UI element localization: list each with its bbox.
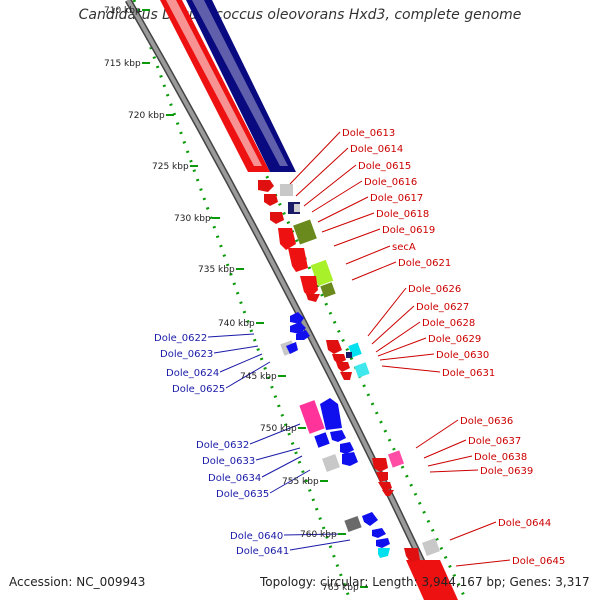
gene-label-forward: Dole_0636 (460, 416, 513, 427)
scale-labels: 710 kbp 715 kbp 720 kbp 725 kbp 730 kbp 735 k… (104, 6, 368, 593)
gene-label-forward: Dole_0628 (422, 318, 475, 329)
gene-label-forward: Dole_0619 (382, 225, 435, 236)
scale-label: 710 kbp (104, 6, 141, 16)
gene-label-forward: Dole_0644 (498, 518, 551, 529)
scale-label: 750 kbp (260, 424, 297, 434)
scale-label: 735 kbp (198, 265, 235, 275)
gene-label-forward: Dole_0645 (512, 556, 565, 567)
accession-label: Accession: NC_009943 (9, 575, 146, 589)
gene-label-reverse: Dole_0633 (202, 456, 255, 467)
topology-label: Topology: circular; Length: 3,944,167 bp… (260, 575, 590, 589)
reverse-strand-bar (186, 0, 296, 172)
gene-label-reverse: Dole_0624 (166, 368, 219, 379)
gene-label-forward: Dole_0630 (436, 350, 489, 361)
strand-bars (160, 0, 458, 600)
gene-label-forward: Dole_0626 (408, 284, 461, 295)
gene-label-forward: Dole_0616 (364, 177, 417, 188)
tick-lines (132, 0, 468, 600)
scale-label: 755 kbp (282, 477, 319, 487)
gene-label-forward: Dole_0637 (468, 436, 521, 447)
gene-label-reverse: Dole_0641 (236, 546, 289, 557)
gene-label-forward: Dole_0621 (398, 258, 451, 269)
gene-features (258, 180, 440, 562)
scale-label: 725 kbp (152, 162, 189, 172)
gene-label-reverse: Dole_0634 (208, 473, 261, 484)
gene-label-reverse: Dole_0622 (154, 333, 207, 344)
gene-label-reverse: Dole_0632 (196, 440, 249, 451)
scale-label: 715 kbp (104, 59, 141, 69)
gene-label-forward: Dole_0638 (474, 452, 527, 463)
gene-label-forward: Dole_0639 (480, 466, 533, 477)
scale-label: 765 kbp (322, 583, 359, 593)
scale-label: 720 kbp (128, 111, 165, 121)
genome-backbone (124, 0, 444, 600)
gene-label-forward: Dole_0615 (358, 161, 411, 172)
gene-label-forward: Dole_0617 (370, 193, 423, 204)
scale-label: 740 kbp (218, 319, 255, 329)
gene-label-forward: Dole_0629 (428, 334, 481, 345)
gene-label-forward: Dole_0627 (416, 302, 469, 313)
forward-gene-labels: Dole_0613 Dole_0614 Dole_0615 Dole_0616 Dole… (342, 128, 565, 567)
gene-label-forward: Dole_0614 (350, 144, 403, 155)
gene-label-reverse: Dole_0623 (160, 349, 213, 360)
reverse-gene-labels: Dole_0622 Dole_0623 Dole_0624 Dole_0625 Dole… (154, 333, 289, 557)
scale-label: 745 kbp (240, 372, 277, 382)
scale-label: 730 kbp (174, 214, 211, 224)
gene-label-reverse: Dole_0635 (216, 489, 269, 500)
gene-label-forward: secA (392, 242, 416, 253)
gene-label-reverse: Dole_0625 (172, 384, 225, 395)
gene-label-forward: Dole_0613 (342, 128, 395, 139)
gene-label-forward: Dole_0631 (442, 368, 495, 379)
gene-label-reverse: Dole_0640 (230, 531, 283, 542)
scale-label: 760 kbp (300, 530, 337, 540)
gene-label-forward: Dole_0618 (376, 209, 429, 220)
label-connectors (207, 131, 511, 567)
